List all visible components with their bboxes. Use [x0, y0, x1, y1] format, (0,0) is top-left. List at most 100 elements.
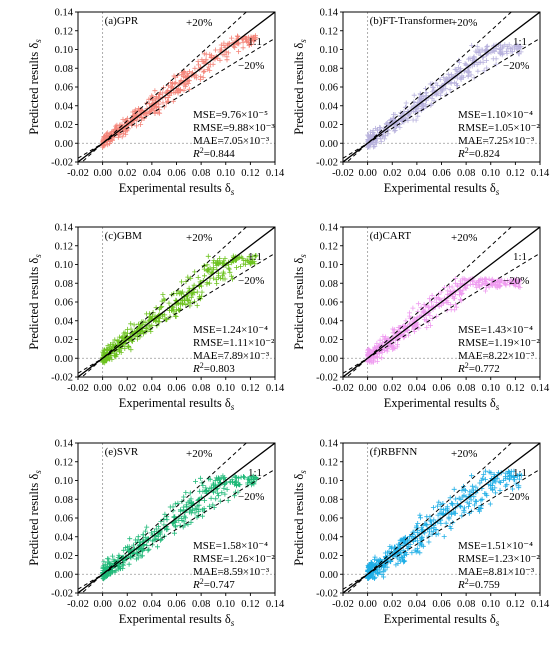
y-tick-label: 0.12: [55, 457, 73, 468]
x-tick-label: 0.08: [457, 383, 475, 394]
y-tick-label: 0.00: [55, 354, 73, 365]
x-tick-label: 0.08: [457, 168, 475, 179]
x-tick-label: 0.12: [241, 383, 259, 394]
y-tick-label: 0.06: [55, 83, 73, 94]
x-axis-label: Experimental results δs: [384, 612, 500, 628]
y-tick-label: 0.06: [55, 298, 73, 309]
y-axis-label: Predicted results δs: [292, 254, 308, 350]
stat-line: MAE=7.05×10⁻³: [193, 135, 270, 147]
y-tick-label: 0.10: [55, 45, 73, 56]
stat-line: RMSE=1.23×10⁻²: [458, 553, 540, 565]
y-tick-label: 0.10: [55, 260, 73, 271]
stat-line: RMSE=1.19×10⁻²: [458, 337, 540, 349]
x-tick-label: 0.02: [118, 599, 136, 610]
reference-line: [343, 12, 540, 162]
x-tick-label: 0.08: [192, 383, 210, 394]
stat-line: MSE=1.51×10⁻⁴: [458, 540, 533, 552]
x-tick-label: 0.12: [506, 599, 524, 610]
y-tick-label: 0.10: [55, 476, 73, 487]
scatter-series: [100, 33, 259, 150]
x-axis-label: Experimental results δs: [119, 612, 235, 628]
stat-line: MSE=1.43×10⁻⁴: [458, 324, 533, 336]
y-tick-label: 0.06: [320, 298, 338, 309]
y-tick-label: -0.02: [316, 158, 338, 169]
reference-line: [81, 12, 248, 162]
stat-line: MAE=8.59×10⁻³: [193, 566, 270, 578]
y-tick-label: -0.02: [316, 373, 338, 384]
x-tick-label: 0.12: [241, 168, 259, 179]
y-tick-label: 0.08: [320, 495, 338, 506]
x-tick-label: -0.02: [67, 168, 89, 179]
reference-line: [78, 443, 275, 593]
x-tick-label: 0.00: [93, 383, 111, 394]
reference-line: [78, 468, 275, 590]
minus20-label: −20%: [503, 60, 529, 72]
stat-line: R2=0.772: [457, 361, 500, 375]
x-tick-label: 0.04: [408, 168, 427, 179]
x-tick-label: -0.02: [67, 599, 89, 610]
x-tick-label: 0.02: [383, 168, 401, 179]
x-tick-label: 0.14: [531, 383, 550, 394]
x-tick-label: 0.06: [432, 599, 450, 610]
y-tick-label: 0.08: [320, 279, 338, 290]
x-tick-label: -0.02: [67, 383, 89, 394]
reference-line: [346, 443, 513, 593]
minus20-label: −20%: [503, 491, 529, 503]
y-tick-label: -0.02: [51, 158, 73, 169]
y-tick-label: 0.06: [320, 514, 338, 525]
y-tick-label: 0.08: [55, 279, 73, 290]
y-tick-label: 0.04: [320, 532, 339, 543]
y-tick-label: 0.00: [320, 354, 338, 365]
stat-line: RMSE=1.11×10⁻²: [193, 337, 275, 349]
x-tick-label: 0.02: [383, 383, 401, 394]
reference-line: [78, 227, 275, 377]
y-tick-label: 0.12: [320, 457, 338, 468]
scatter-points: [365, 276, 523, 365]
one-to-one-label: 1:1: [513, 251, 527, 263]
reference-line: [343, 468, 540, 590]
x-tick-label: 0.12: [241, 599, 259, 610]
x-tick-label: 0.02: [118, 383, 136, 394]
x-tick-label: 0.04: [408, 383, 427, 394]
reference-line: [78, 252, 275, 374]
x-tick-label: 0.10: [217, 168, 235, 179]
y-tick-label: 0.08: [320, 64, 338, 75]
panel-title: (d)CART: [370, 230, 412, 242]
x-tick-label: 0.14: [531, 599, 550, 610]
x-tick-label: 0.06: [167, 383, 185, 394]
one-to-one-label: 1:1: [248, 467, 262, 479]
panel-title: (e)SVR: [105, 446, 139, 458]
y-axis-label: Predicted results δs: [292, 470, 308, 566]
x-tick-label: 0.10: [482, 599, 500, 610]
stat-line: RMSE=1.26×10⁻²: [193, 553, 275, 565]
y-tick-label: 0.14: [55, 439, 74, 450]
stat-line: MAE=8.81×10⁻³: [458, 566, 535, 578]
y-tick-label: -0.02: [51, 373, 73, 384]
y-tick-label: 0.00: [320, 570, 338, 581]
y-tick-label: 0.00: [55, 139, 73, 150]
x-axis-label: Experimental results δs: [384, 396, 500, 412]
x-tick-label: 0.00: [358, 168, 376, 179]
y-tick-label: 0.10: [320, 260, 338, 271]
y-tick-label: 0.12: [320, 241, 338, 252]
x-tick-label: -0.02: [332, 383, 354, 394]
x-tick-label: 0.08: [457, 599, 475, 610]
x-tick-label: 0.08: [192, 599, 210, 610]
y-tick-label: 0.02: [320, 551, 338, 562]
stat-line: R2=0.803: [192, 361, 235, 375]
y-tick-label: 0.04: [320, 101, 339, 112]
panel-2: -0.02 0.00 0.02 0.04 0.06 0.08 0.10 0.12 0.14 -0.…: [292, 8, 550, 198]
x-tick-label: 0.04: [408, 599, 427, 610]
x-tick-label: 0.00: [358, 599, 376, 610]
panel-6: -0.02 0.00 0.02 0.04 0.06 0.08 0.10 0.12 0.14 -0.…: [292, 439, 550, 629]
x-tick-label: 0.10: [217, 599, 235, 610]
stat-line: MAE=7.25×10⁻³: [458, 135, 535, 147]
reference-line: [78, 12, 275, 162]
y-tick-label: 0.02: [55, 120, 73, 131]
stat-line: MSE=1.24×10⁻⁴: [193, 324, 268, 336]
reference-line: [81, 227, 248, 377]
y-tick-label: -0.02: [51, 589, 73, 600]
stat-line: RMSE=9.88×10⁻³: [193, 122, 275, 134]
panel-title: (c)GBM: [105, 230, 142, 242]
x-axis-label: Experimental results δs: [119, 181, 235, 197]
